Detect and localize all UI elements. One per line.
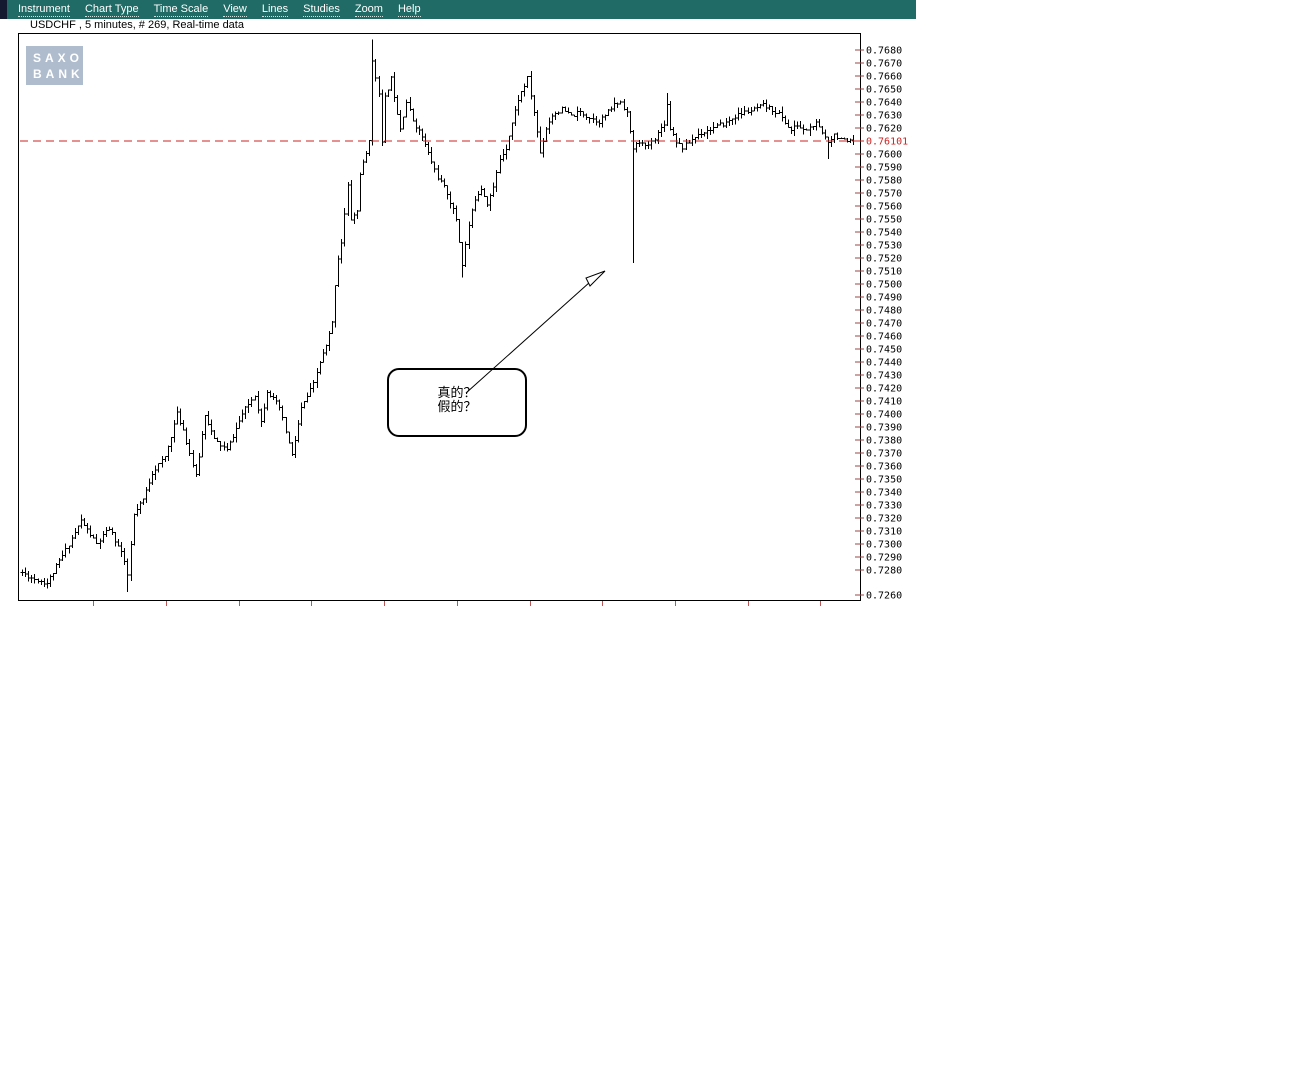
menu-instrument[interactable]: Instrument — [18, 2, 70, 17]
svg-text:0.7560: 0.7560 — [866, 201, 902, 212]
svg-text:0.7680: 0.7680 — [866, 45, 902, 56]
svg-text:0.7600: 0.7600 — [866, 149, 902, 160]
svg-text:0.7590: 0.7590 — [866, 162, 902, 173]
svg-text:0.7440: 0.7440 — [866, 358, 902, 369]
svg-text:0.7320: 0.7320 — [866, 514, 902, 525]
menu-time-scale[interactable]: Time Scale — [153, 2, 209, 17]
svg-text:0.7510: 0.7510 — [866, 266, 902, 277]
svg-text:0.7290: 0.7290 — [866, 553, 902, 564]
svg-text:0.7640: 0.7640 — [866, 97, 902, 108]
svg-text:0.7500: 0.7500 — [866, 279, 902, 290]
svg-text:0.7430: 0.7430 — [866, 371, 902, 382]
svg-text:0.7580: 0.7580 — [866, 175, 902, 186]
menu-bar: Instrument Chart Type Time Scale View Li… — [0, 0, 916, 19]
svg-text:0.7310: 0.7310 — [866, 527, 902, 538]
menu-view[interactable]: View — [223, 2, 247, 17]
svg-text:0.7350: 0.7350 — [866, 475, 902, 486]
svg-text:0.7300: 0.7300 — [866, 540, 902, 551]
svg-text:0.7480: 0.7480 — [866, 305, 902, 316]
svg-text:0.7520: 0.7520 — [866, 253, 902, 264]
menu-corner-block — [0, 0, 7, 19]
svg-text:0.7340: 0.7340 — [866, 488, 902, 499]
svg-text:0.7460: 0.7460 — [866, 332, 902, 343]
svg-text:0.7540: 0.7540 — [866, 227, 902, 238]
svg-text:0.7400: 0.7400 — [866, 410, 902, 421]
svg-text:0.7490: 0.7490 — [866, 292, 902, 303]
saxo-bank-logo: SAXO BANK — [26, 46, 83, 85]
menu-studies[interactable]: Studies — [303, 2, 340, 17]
menu-help[interactable]: Help — [397, 2, 421, 17]
svg-text:0.7410: 0.7410 — [866, 397, 902, 408]
svg-text:0.7620: 0.7620 — [866, 123, 902, 134]
svg-text:0.7660: 0.7660 — [866, 71, 902, 82]
svg-text:0.7550: 0.7550 — [866, 214, 902, 225]
price-chart-svg[interactable]: 0.7680 0.7670 0.7660 0.7650 0.7640 0.7630 0.76… — [18, 33, 925, 610]
svg-text:0.7570: 0.7570 — [866, 188, 902, 199]
chart-title: USDCHF , 5 minutes, # 269, Real-time dat… — [30, 19, 244, 31]
svg-text:0.76101: 0.76101 — [866, 136, 908, 147]
svg-text:0.7260: 0.7260 — [866, 591, 902, 602]
svg-text:0.7450: 0.7450 — [866, 345, 902, 356]
svg-text:0.7470: 0.7470 — [866, 319, 902, 330]
svg-text:0.7530: 0.7530 — [866, 240, 902, 251]
svg-text:0.7420: 0.7420 — [866, 384, 902, 395]
annotation-line1: 真的？ — [437, 386, 477, 401]
svg-text:0.7650: 0.7650 — [866, 84, 902, 95]
menu-lines[interactable]: Lines — [261, 2, 289, 17]
svg-text:0.7370: 0.7370 — [866, 449, 902, 460]
annotation-line2: 假的？ — [437, 400, 477, 415]
annotation-callout-box[interactable]: 真的？ 假的？ — [387, 368, 527, 437]
svg-text:0.7360: 0.7360 — [866, 462, 902, 473]
svg-text:0.7390: 0.7390 — [866, 423, 902, 434]
menu-chart-type[interactable]: Chart Type — [84, 2, 139, 17]
svg-text:0.7380: 0.7380 — [866, 436, 902, 447]
svg-text:0.7330: 0.7330 — [866, 501, 902, 512]
logo-line1: SAXO — [33, 51, 84, 65]
logo-line2: BANK — [33, 67, 84, 81]
menu-zoom[interactable]: Zoom — [354, 2, 383, 17]
svg-text:0.7630: 0.7630 — [866, 110, 902, 121]
svg-text:0.7280: 0.7280 — [866, 566, 902, 577]
svg-text:0.7670: 0.7670 — [866, 58, 902, 69]
